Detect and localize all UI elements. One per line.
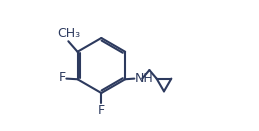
Text: NH: NH (135, 72, 154, 85)
Text: F: F (59, 71, 66, 84)
Text: F: F (98, 104, 105, 117)
Text: CH₃: CH₃ (57, 27, 80, 40)
